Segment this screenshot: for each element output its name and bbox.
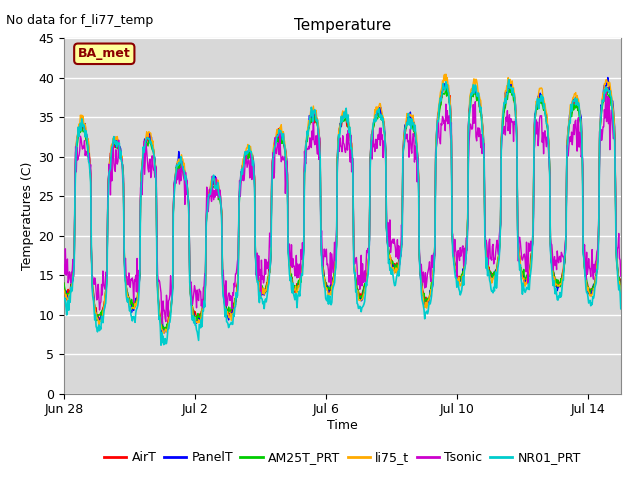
Text: BA_met: BA_met: [78, 47, 131, 60]
Title: Temperature: Temperature: [294, 18, 391, 33]
X-axis label: Time: Time: [327, 419, 358, 432]
Legend: AirT, PanelT, AM25T_PRT, li75_t, Tsonic, NR01_PRT: AirT, PanelT, AM25T_PRT, li75_t, Tsonic,…: [99, 446, 586, 469]
Text: No data for f_li77_temp: No data for f_li77_temp: [6, 14, 154, 27]
Y-axis label: Temperatures (C): Temperatures (C): [21, 162, 34, 270]
